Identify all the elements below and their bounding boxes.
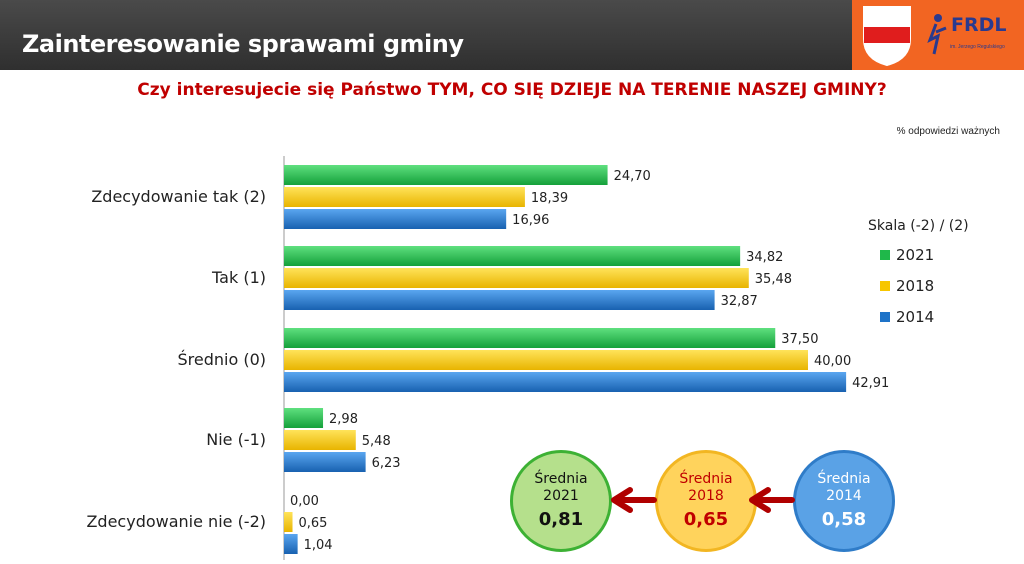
legend-swatch: [880, 281, 890, 291]
legend-title: Skala (-2) / (2): [868, 218, 969, 234]
bar-2014: [284, 372, 847, 392]
average-value: 0,58: [821, 509, 867, 530]
bar-2021: [284, 408, 324, 428]
logo-text: FRDL: [951, 14, 1007, 36]
data-label: 2,98: [329, 412, 358, 427]
legend-swatch: [880, 312, 890, 322]
unit-note: % odpowiedzi ważnych: [896, 126, 1000, 137]
average-label: Średnia: [817, 471, 871, 487]
legend-swatch: [880, 250, 890, 260]
category-label: Nie (-1): [206, 430, 266, 449]
bar-2021: [284, 328, 776, 348]
legend-item-2018: 2018: [880, 277, 935, 295]
legend-label: 2018: [896, 277, 935, 295]
bar-2021: [284, 165, 608, 185]
category-label: Średnio (0): [177, 350, 266, 369]
legend-label: 2021: [896, 246, 935, 264]
category-label: Tak (1): [211, 268, 266, 287]
frdl-logo-icon: [927, 14, 947, 55]
data-label: 35,48: [755, 272, 792, 287]
slide-title: Zainteresowanie sprawami gminy: [22, 30, 464, 58]
average-label: Średnia: [679, 471, 733, 487]
legend-item-2021: 2021: [880, 246, 935, 264]
category-label: Zdecydowanie tak (2): [91, 187, 266, 206]
bar-2014: [284, 290, 715, 310]
average-year: 2014: [826, 488, 862, 504]
data-label: 34,82: [746, 250, 783, 265]
data-label: 24,70: [614, 169, 651, 184]
bar-2021: [284, 246, 741, 266]
average-year: 2021: [543, 488, 579, 504]
bar-2014: [284, 452, 366, 472]
data-label: 5,48: [362, 434, 391, 449]
average-value: 0,65: [683, 509, 729, 530]
bar-2018: [284, 512, 293, 532]
survey-question: Czy interesujecie się Państwo TYM, CO SI…: [137, 80, 887, 100]
data-label: 18,39: [531, 191, 568, 206]
average-circle-2014: Średnia 2014 0,58: [793, 450, 895, 552]
data-label: 0,00: [290, 494, 319, 509]
data-label: 16,96: [512, 213, 549, 228]
data-label: 32,87: [721, 294, 758, 309]
bar-2014: [284, 209, 507, 229]
data-label: 37,50: [781, 332, 818, 347]
average-year: 2018: [688, 488, 724, 504]
data-label: 0,65: [299, 516, 328, 531]
bar-2018: [284, 268, 749, 288]
legend-label: 2014: [896, 308, 935, 326]
coat-of-arms-icon: [863, 6, 911, 67]
legend-item-2014: 2014: [880, 308, 935, 326]
average-circle-2018: Średnia 2018 0,65: [655, 450, 757, 552]
bar-2014: [284, 534, 298, 554]
average-label: Średnia: [534, 471, 588, 487]
average-value: 0,81: [538, 509, 584, 530]
data-label: 1,04: [304, 538, 333, 553]
data-label: 6,23: [372, 456, 401, 471]
average-circle-2021: Średnia 2021 0,81: [510, 450, 612, 552]
data-label: 42,91: [852, 376, 889, 391]
bar-2018: [284, 350, 808, 370]
bar-2018: [284, 187, 525, 207]
category-label: Zdecydowanie nie (-2): [86, 512, 266, 531]
logo-subtext: im. Jerzego Regulskiego: [950, 44, 1005, 50]
header-bar: Zainteresowanie sprawami gminy: [0, 0, 852, 70]
bar-2018: [284, 430, 356, 450]
data-label: 40,00: [814, 354, 851, 369]
